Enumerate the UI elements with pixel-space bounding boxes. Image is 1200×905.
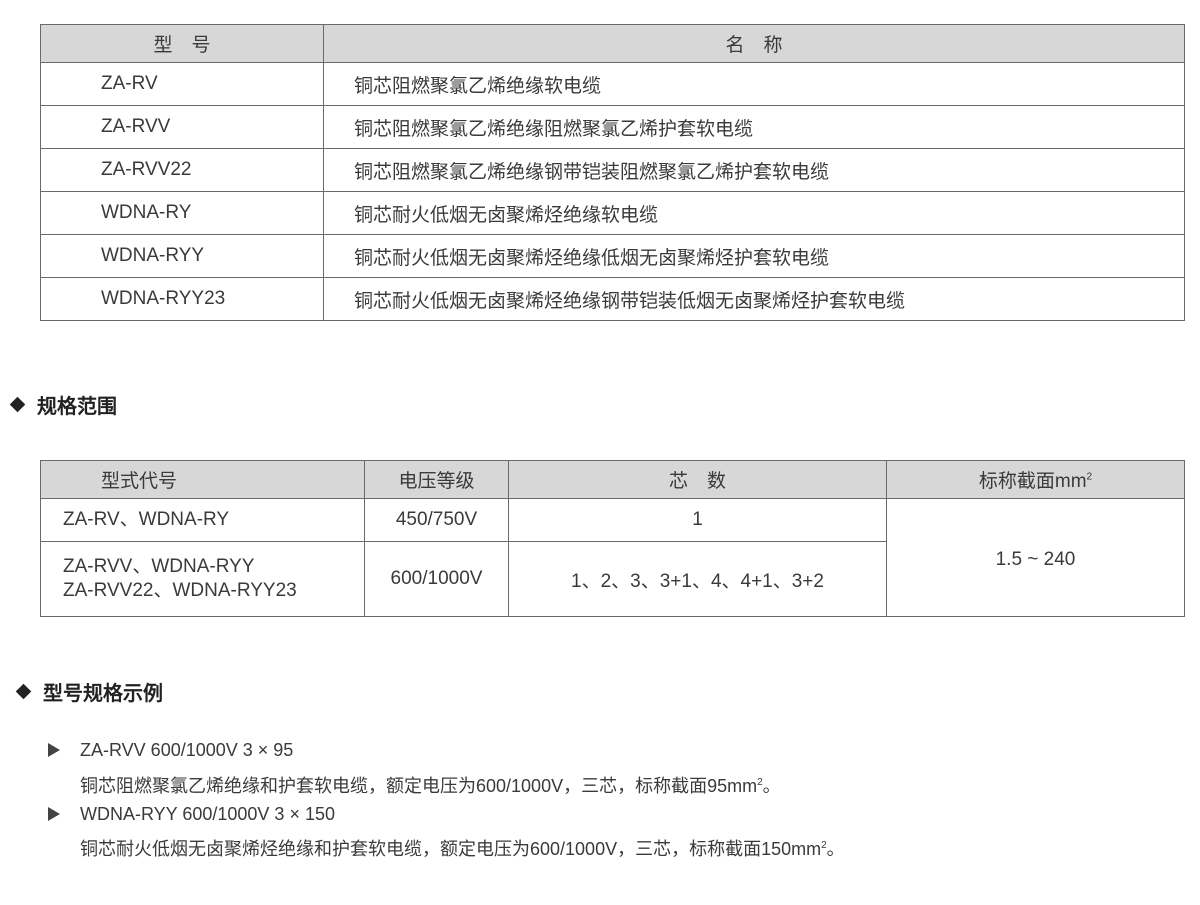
header-section-text: 标称截面mm — [978, 471, 1087, 492]
desc-end: 。 — [826, 839, 845, 859]
superscript: 2 — [821, 840, 827, 851]
cores-cell: 1 — [508, 498, 887, 542]
spec-table: 型式代号 电压等级 芯 数 标称截面mm2 ZA-RV、WDNA-RY 450/… — [40, 460, 1185, 617]
table-row: WDNA-RY 铜芯耐火低烟无卤聚烯烃绝缘软电缆 — [40, 191, 1185, 235]
header-cores: 芯 数 — [508, 460, 887, 499]
table-row: ZA-RVV、WDNA-RYY ZA-RVV22、WDNA-RYY23 600/1… — [40, 541, 1185, 617]
name-cell: 铜芯耐火低烟无卤聚烯烃绝缘低烟无卤聚烯烃护套软电缆 — [323, 234, 1185, 278]
table-header: 型 号 名 称 — [40, 24, 1185, 63]
model-cell: ZA-RV、WDNA-RY — [40, 498, 365, 542]
triangle-bullet-icon — [48, 743, 60, 757]
example-code: WDNA-RYY 600/1000V 3 × 150 — [80, 804, 335, 824]
model-cell: WDNA-RY — [40, 191, 324, 235]
desc-text: 铜芯耐火低烟无卤聚烯烃绝缘和护套软电缆，额定电压为600/1000V，三芯，标称… — [80, 839, 822, 859]
example-section-title: 型号规格示例 — [15, 677, 163, 706]
header-voltage: 电压等级 — [364, 460, 509, 499]
diamond-bullet-icon — [9, 396, 26, 413]
name-cell: 铜芯阻燃聚氯乙烯绝缘阻燃聚氯乙烯护套软电缆 — [323, 105, 1185, 149]
model-cell: WDNA-RYY — [40, 234, 324, 278]
model-table: 型 号 名 称 ZA-RV 铜芯阻燃聚氯乙烯绝缘软电缆 ZA-RVV 铜芯阻燃聚氯乙… — [40, 24, 1185, 321]
header-name: 名 称 — [323, 24, 1185, 63]
section-title-text: 规格范围 — [37, 396, 117, 418]
model-cell: ZA-RVV — [40, 105, 324, 149]
example-code: ZA-RVV 600/1000V 3 × 95 — [80, 740, 294, 760]
table-row: ZA-RVV 铜芯阻燃聚氯乙烯绝缘阻燃聚氯乙烯护套软电缆 — [40, 105, 1185, 149]
model-line: ZA-RVV22、WDNA-RYY23 — [63, 580, 297, 601]
model-cell: ZA-RV — [40, 62, 324, 106]
name-cell: 铜芯耐火低烟无卤聚烯烃绝缘软电缆 — [323, 191, 1185, 235]
example-desc: 铜芯阻燃聚氯乙烯绝缘和护套软电缆，额定电压为600/1000V，三芯，标称截面9… — [80, 772, 781, 798]
table-row: ZA-RV 铜芯阻燃聚氯乙烯绝缘软电缆 — [40, 62, 1185, 106]
header-model-code: 型式代号 — [40, 460, 365, 499]
model-cell: ZA-RVV22 — [40, 148, 324, 192]
cores-cell: 1、2、3、3+1、4、4+1、3+2 — [508, 541, 887, 617]
name-cell: 铜芯阻燃聚氯乙烯绝缘软电缆 — [323, 62, 1185, 106]
superscript: 2 — [757, 777, 763, 788]
table-header: 型式代号 电压等级 芯 数 标称截面mm2 — [40, 460, 1185, 499]
model-cell: ZA-RVV、WDNA-RYY ZA-RVV22、WDNA-RYY23 — [40, 541, 365, 617]
desc-end: 。 — [762, 776, 781, 796]
desc-text: 铜芯阻燃聚氯乙烯绝缘和护套软电缆，额定电压为600/1000V，三芯，标称截面9… — [80, 776, 758, 796]
spec-section-title: 规格范围 — [9, 390, 117, 419]
table-row: WDNA-RYY23 铜芯耐火低烟无卤聚烯烃绝缘钢带铠装低烟无卤聚烯烃护套软电缆 — [40, 277, 1185, 321]
section-title-text: 型号规格示例 — [43, 683, 163, 705]
section-range-cell: 1.5 ~ 240 — [886, 498, 1185, 617]
diamond-bullet-icon — [15, 683, 32, 700]
name-cell: 铜芯阻燃聚氯乙烯绝缘钢带铠装阻燃聚氯乙烯护套软电缆 — [323, 148, 1185, 192]
table-row: WDNA-RYY 铜芯耐火低烟无卤聚烯烃绝缘低烟无卤聚烯烃护套软电缆 — [40, 234, 1185, 278]
table-row: ZA-RVV22 铜芯阻燃聚氯乙烯绝缘钢带铠装阻燃聚氯乙烯护套软电缆 — [40, 148, 1185, 192]
example-desc: 铜芯耐火低烟无卤聚烯烃绝缘和护套软电缆，额定电压为600/1000V，三芯，标称… — [80, 835, 845, 861]
model-cell: WDNA-RYY23 — [40, 277, 324, 321]
header-model: 型 号 — [40, 24, 324, 63]
table-row: ZA-RV、WDNA-RY 450/750V 1 1.5 ~ 240 — [40, 498, 1185, 617]
triangle-bullet-icon — [48, 807, 60, 821]
voltage-cell: 450/750V — [364, 498, 509, 542]
superscript: 2 — [1086, 471, 1093, 483]
header-section: 标称截面mm2 — [886, 460, 1185, 499]
model-line: ZA-RVV、WDNA-RYY — [63, 556, 255, 577]
voltage-cell: 600/1000V — [364, 541, 509, 617]
name-cell: 铜芯耐火低烟无卤聚烯烃绝缘钢带铠装低烟无卤聚烯烃护套软电缆 — [323, 277, 1185, 321]
